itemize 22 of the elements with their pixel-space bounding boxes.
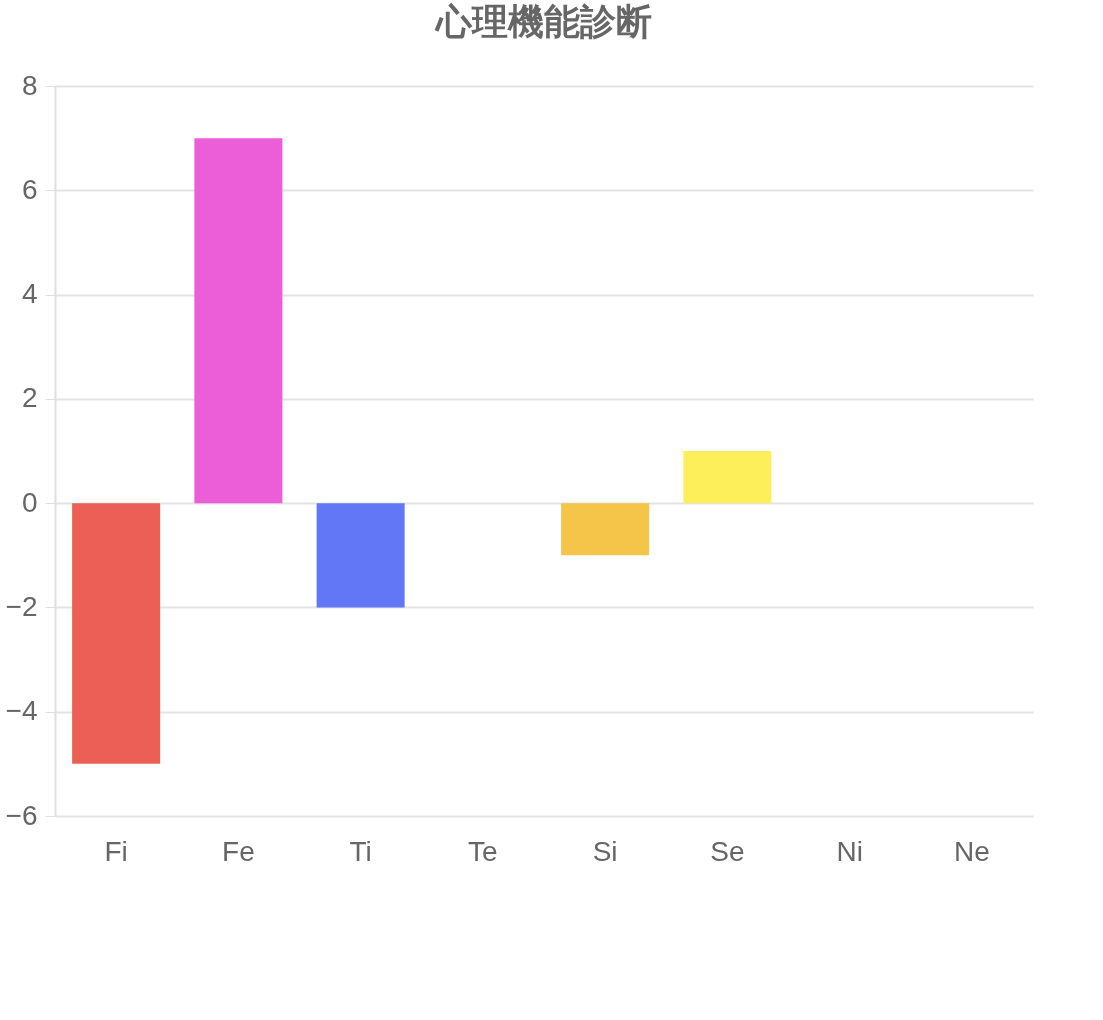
bar [561, 503, 650, 556]
y-tick-label: −4 [5, 695, 38, 727]
y-tick-label: 0 [21, 486, 38, 518]
x-tick-label: Ti [349, 835, 372, 867]
x-tick-label: Te [468, 835, 498, 867]
x-tick-label: Se [710, 835, 745, 867]
y-tick-label: 6 [21, 173, 38, 205]
x-tick-label: Ni [836, 835, 863, 867]
x-tick-label: Fe [222, 835, 255, 867]
x-tick-label: Si [592, 835, 618, 867]
bar [316, 503, 405, 608]
bar [194, 138, 283, 504]
y-tick-label: 4 [21, 278, 38, 310]
y-tick-label: −6 [5, 799, 38, 831]
bar [683, 451, 772, 504]
chart-title: 心理機能診断 [434, 1, 652, 42]
y-tick-label: 2 [21, 382, 38, 414]
y-tick-label: −2 [5, 590, 38, 622]
bar [72, 503, 161, 764]
y-tick-label: 8 [21, 69, 38, 101]
x-tick-label: Fi [104, 835, 128, 867]
x-tick-label: Ne [953, 835, 990, 867]
